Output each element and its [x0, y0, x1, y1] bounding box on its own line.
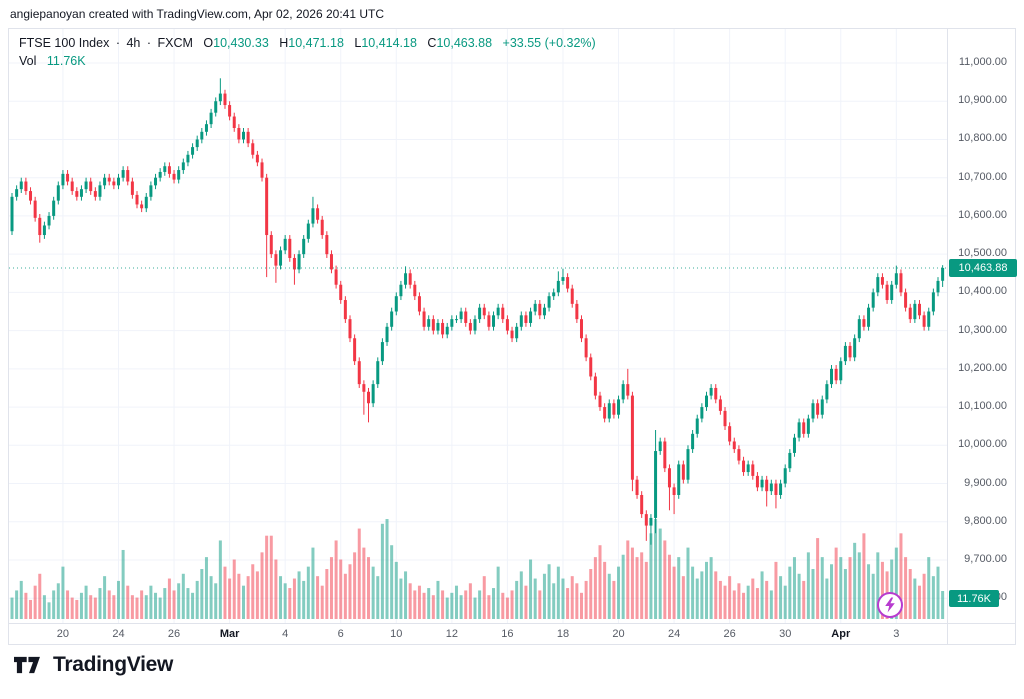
volume-value: 11.76K [46, 54, 86, 68]
x-axis-label: 10 [390, 628, 403, 640]
x-axis-label: 18 [556, 628, 570, 640]
legend-separator: · [115, 36, 120, 50]
x-axis-label: 26 [723, 628, 736, 640]
symbol-title[interactable]: FTSE 100 Index [19, 36, 110, 50]
x-axis-label: 30 [779, 628, 792, 640]
y-axis-label: 10,400.00 [958, 285, 1007, 298]
x-axis-label: 12 [445, 628, 458, 640]
x-axis-label: Apr [831, 628, 851, 640]
y-axis-label: 10,300.00 [958, 323, 1007, 336]
exchange-label: FXCM [157, 36, 193, 50]
y-axis-label: 10,800.00 [958, 132, 1007, 145]
gridlines-layer [9, 29, 947, 623]
x-axis-label: 24 [667, 628, 681, 640]
change-value: +33.55 (+0.32%) [502, 36, 596, 50]
x-axis-label: 16 [501, 628, 514, 640]
lightning-icon [885, 597, 895, 613]
open-value: 10,430.33 [213, 36, 269, 50]
x-axis-label: 3 [893, 628, 900, 640]
low-label: L [354, 36, 362, 50]
tradingview-logo[interactable]: TradingView [14, 652, 173, 678]
y-axis-label: 9,800.00 [964, 514, 1007, 527]
chart-legend: FTSE 100 Index · 4h · FXCM O10,430.33 H1… [19, 36, 596, 68]
x-axis-label: 6 [337, 628, 344, 640]
x-axis-label: 4 [282, 628, 289, 640]
y-axis-label: 10,200.00 [958, 361, 1007, 374]
time-axis-separator [9, 623, 1015, 624]
last-price-badge: 10,463.88 [949, 259, 1017, 277]
low-value: 10,414.18 [361, 36, 417, 50]
y-axis-label: 10,700.00 [958, 170, 1007, 183]
close-value: 10,463.88 [436, 36, 493, 50]
x-axis-label: Mar [219, 628, 240, 640]
volume-badge: 11.76K [949, 590, 999, 607]
volume-layer [10, 519, 945, 619]
x-axis-label: 20 [56, 628, 70, 640]
instant-order-button[interactable] [877, 592, 903, 618]
y-axis-label: 10,100.00 [958, 400, 1007, 413]
y-axis-label: 9,700.00 [964, 552, 1007, 565]
tradingview-logo-text: TradingView [53, 653, 174, 676]
y-axis-label: 10,500.00 [958, 247, 1007, 260]
legend-separator: · [146, 36, 152, 50]
close-label: C [427, 36, 437, 50]
y-axis-label: 10,900.00 [958, 94, 1007, 107]
y-axis-label: 10,600.00 [958, 208, 1007, 221]
high-value: 10,471.18 [288, 36, 344, 50]
y-axis-label: 10,000.00 [958, 438, 1007, 451]
x-axis-label: 20 [612, 628, 625, 640]
price-axis-separator [947, 29, 948, 644]
attribution-text: angiepanoyan created with TradingView.co… [10, 7, 385, 21]
x-axis-label: 24 [112, 628, 125, 640]
high-label: H [279, 36, 289, 50]
candlestick-chart[interactable] [9, 29, 1015, 644]
open-label: O [203, 36, 214, 50]
volume-label: Vol [19, 54, 37, 68]
x-axis-label: 26 [167, 628, 181, 640]
y-axis-label: 11,000.00 [958, 56, 1007, 68]
interval-label[interactable]: 4h [126, 36, 141, 50]
y-axis-label: 9,900.00 [964, 476, 1007, 489]
chart-frame: FTSE 100 Index · 4h · FXCM O10,430.33 H1… [8, 28, 1017, 645]
tradingview-logo-icon [14, 656, 40, 674]
candles-layer [10, 78, 945, 545]
